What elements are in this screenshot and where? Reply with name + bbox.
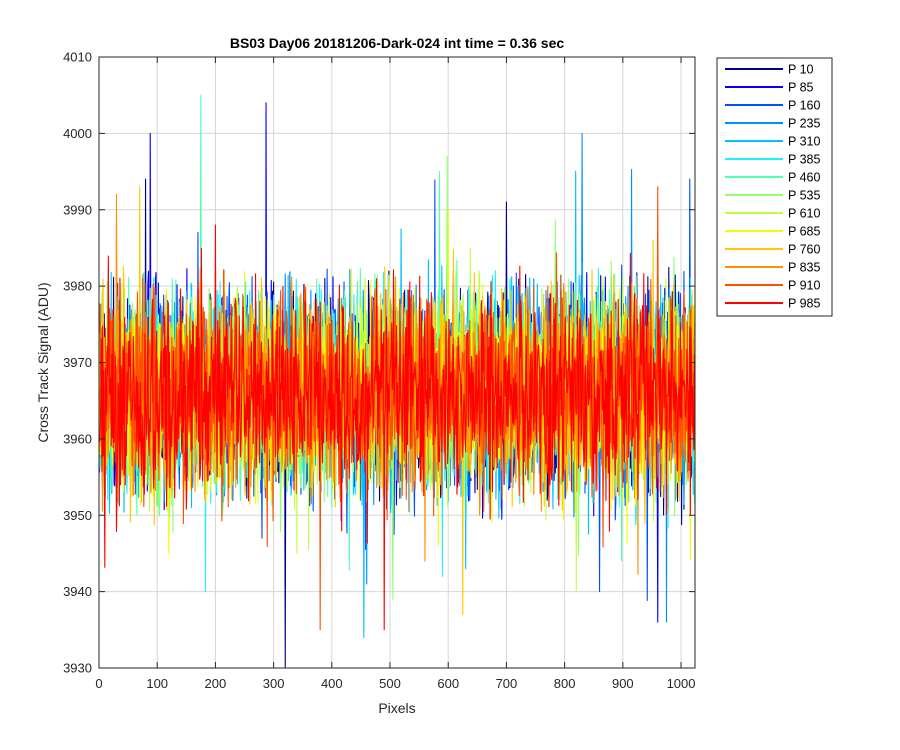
legend-label: P 760 bbox=[788, 243, 820, 257]
x-tick-label: 600 bbox=[437, 676, 459, 691]
legend-label: P 985 bbox=[788, 297, 820, 311]
legend-item: P 460 bbox=[725, 171, 820, 185]
legend-label: P 235 bbox=[788, 117, 820, 131]
y-tick-label: 3930 bbox=[63, 661, 92, 676]
legend-label: P 10 bbox=[788, 63, 814, 77]
legend-item: P 160 bbox=[725, 99, 820, 113]
series-line bbox=[99, 224, 695, 631]
x-tick-label: 200 bbox=[205, 676, 227, 691]
x-axis-label: Pixels bbox=[378, 700, 415, 716]
legend-item: P 985 bbox=[725, 297, 820, 311]
x-tick-label: 900 bbox=[612, 676, 634, 691]
x-tick-label: 100 bbox=[146, 676, 168, 691]
legend-item: P 685 bbox=[725, 225, 820, 239]
y-tick-label: 3950 bbox=[63, 508, 92, 523]
y-tick-label: 4010 bbox=[63, 50, 92, 65]
legend-item: P 535 bbox=[725, 189, 820, 203]
y-tick-label: 3970 bbox=[63, 355, 92, 370]
legend-item: P 910 bbox=[725, 279, 820, 293]
y-tick-label: 3940 bbox=[63, 584, 92, 599]
legend-box bbox=[716, 57, 833, 317]
legend-label: P 160 bbox=[788, 99, 820, 113]
legend: P 10 P 85 P 160 P 235 P 310 P 385 P 460 P 535 P … bbox=[716, 57, 833, 317]
legend-item: P 235 bbox=[725, 117, 820, 131]
legend-label: P 610 bbox=[788, 207, 820, 221]
legend-label: P 385 bbox=[788, 153, 820, 167]
legend-label: P 460 bbox=[788, 171, 820, 185]
series-layer bbox=[99, 94, 695, 668]
legend-item: P 835 bbox=[725, 261, 820, 275]
y-tick-label: 3980 bbox=[63, 279, 92, 294]
legend-label: P 310 bbox=[788, 135, 820, 149]
legend-item: P 10 bbox=[725, 63, 814, 77]
legend-label: P 835 bbox=[788, 261, 820, 275]
legend-label: P 535 bbox=[788, 189, 820, 203]
x-tick-label: 400 bbox=[321, 676, 343, 691]
legend-item: P 85 bbox=[725, 81, 814, 95]
x-tick-label: 800 bbox=[554, 676, 576, 691]
legend-label: P 910 bbox=[788, 279, 820, 293]
y-tick-label: 3960 bbox=[63, 431, 92, 446]
ticks: 0 100 200 300 400 500 600 700 800 900 1000 3930 3940… bbox=[63, 50, 695, 692]
y-tick-label: 3990 bbox=[63, 202, 92, 217]
y-tick-label: 4000 bbox=[63, 126, 92, 141]
legend-item: P 385 bbox=[725, 153, 820, 167]
legend-item: P 760 bbox=[725, 243, 820, 257]
legend-item: P 610 bbox=[725, 207, 820, 221]
x-tick-label: 0 bbox=[95, 676, 102, 691]
y-axis-label: Cross Track Signal (ADU) bbox=[35, 282, 51, 442]
legend-label: P 85 bbox=[788, 81, 814, 95]
chart-title: BS03 Day06 20181206-Dark-024 int time = … bbox=[230, 35, 564, 51]
x-tick-label: 700 bbox=[496, 676, 518, 691]
legend-label: P 685 bbox=[788, 225, 820, 239]
legend-item: P 310 bbox=[725, 135, 820, 149]
x-tick-label: 500 bbox=[379, 676, 401, 691]
x-tick-label: 300 bbox=[263, 676, 285, 691]
x-tick-label: 1000 bbox=[667, 676, 696, 691]
